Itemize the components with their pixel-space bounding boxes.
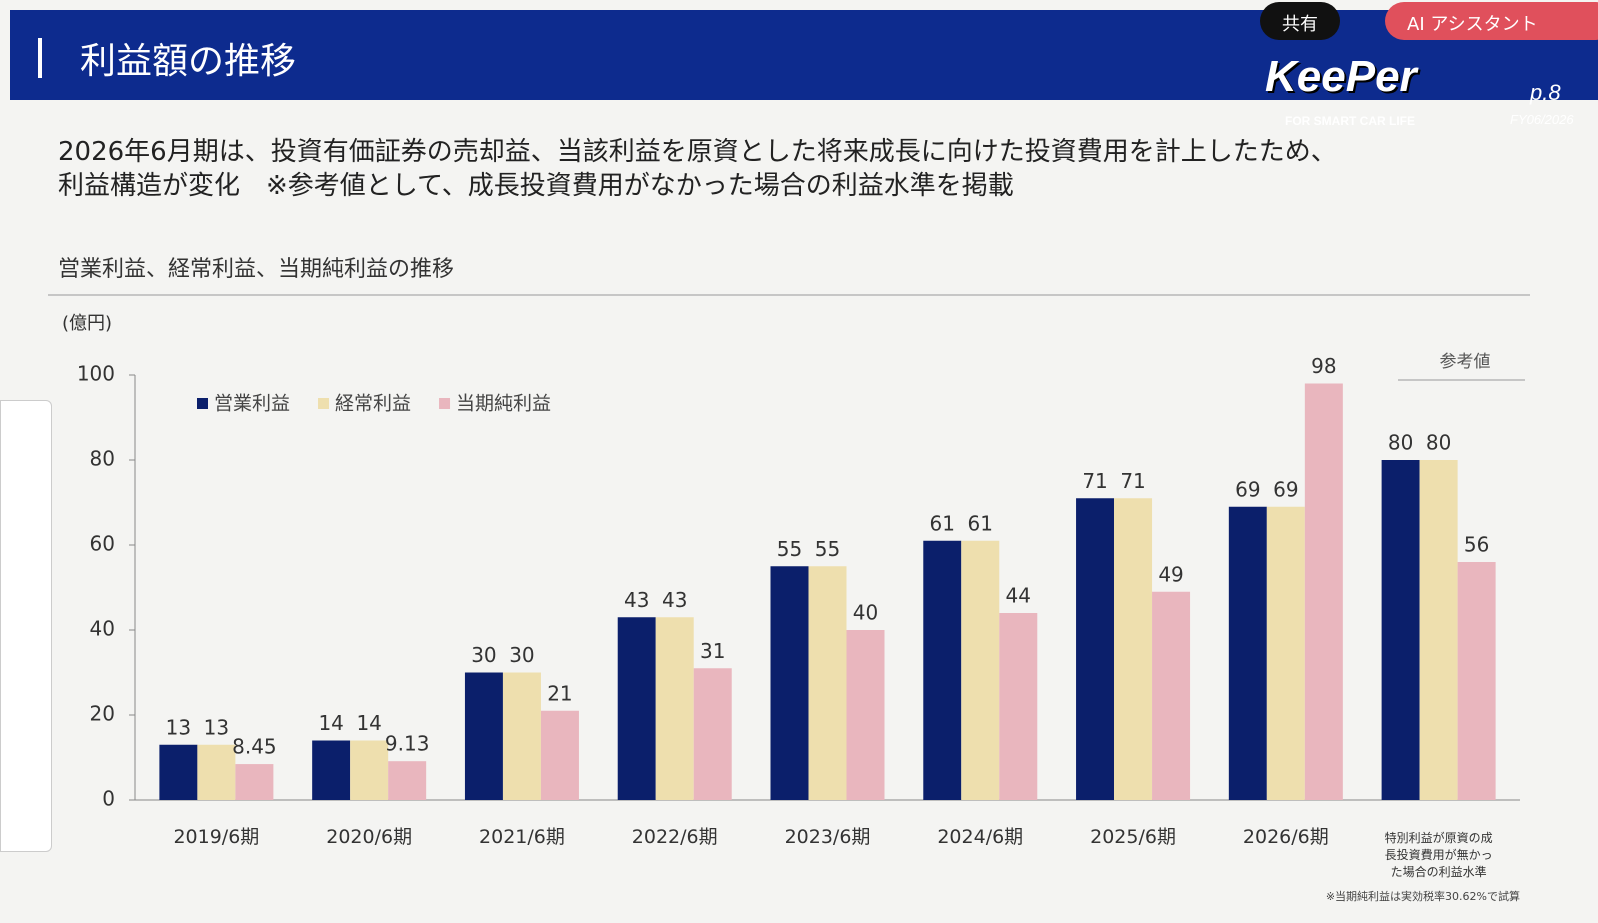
value-label: 13 bbox=[204, 715, 229, 739]
y-tick-label: 40 bbox=[90, 617, 115, 641]
value-label: 69 bbox=[1273, 477, 1298, 501]
x-tick-label: 2021/6期 bbox=[479, 826, 565, 848]
x-tick-label: 2022/6期 bbox=[631, 826, 718, 848]
value-label: 80 bbox=[1388, 431, 1413, 455]
y-tick-label: 20 bbox=[90, 702, 115, 726]
value-label: 43 bbox=[662, 588, 687, 612]
bar bbox=[388, 761, 427, 800]
value-label: 30 bbox=[471, 643, 496, 667]
header: 利益額の推移 共有 AI アシスタント bbox=[10, 2, 1598, 100]
legend-label: 経常利益 bbox=[335, 393, 411, 415]
share-button[interactable]: 共有 bbox=[1260, 2, 1340, 40]
x-tick-label: 2026/6期 bbox=[1242, 826, 1329, 848]
title-bar bbox=[38, 38, 42, 78]
bar bbox=[502, 672, 541, 800]
x-tick-label: 2020/6期 bbox=[326, 826, 413, 848]
bar bbox=[846, 630, 885, 800]
bar bbox=[159, 744, 198, 800]
bar bbox=[808, 566, 847, 800]
bar bbox=[464, 672, 503, 800]
annotation: 参考値 bbox=[1440, 352, 1491, 372]
value-label: 44 bbox=[1006, 584, 1031, 608]
x-tick-label: 特別利益が原資の成長投資費用が無かった場合の利益水準 bbox=[1384, 831, 1493, 879]
bar bbox=[1457, 562, 1496, 800]
y-axis-label: (億円) bbox=[62, 313, 112, 334]
description-line: 利益構造が変化 ※参考値として、成長投資費用がなかった場合の利益水準を掲載 bbox=[58, 171, 1014, 201]
ai-button[interactable]: AI アシスタント bbox=[1385, 2, 1598, 40]
toolbar bbox=[0, 400, 52, 852]
bar bbox=[1152, 591, 1191, 800]
value-label: 61 bbox=[968, 511, 993, 535]
value-label: 30 bbox=[509, 643, 534, 667]
bar bbox=[1419, 460, 1458, 800]
bar bbox=[655, 617, 694, 800]
legend-label: 営業利益 bbox=[214, 393, 290, 415]
bar bbox=[617, 617, 656, 800]
value-label: 69 bbox=[1235, 477, 1260, 501]
value-label: 55 bbox=[815, 537, 840, 561]
value-label: 49 bbox=[1158, 562, 1183, 586]
value-label: 98 bbox=[1311, 354, 1336, 378]
value-label: 61 bbox=[930, 511, 955, 535]
bar bbox=[1228, 506, 1267, 800]
value-label: 13 bbox=[166, 715, 191, 739]
value-label: 80 bbox=[1426, 431, 1451, 455]
value-label: 56 bbox=[1464, 533, 1489, 557]
value-label: 14 bbox=[356, 711, 381, 735]
bar bbox=[1381, 460, 1420, 800]
value-label: 40 bbox=[853, 601, 878, 625]
value-label: 71 bbox=[1120, 469, 1145, 493]
chart-title: 営業利益、経常利益、当期純利益の推移 bbox=[58, 257, 454, 282]
description-line: 2026年6月期は、投資有価証券の売却益、当該利益を原資とした将来成長に向けた投… bbox=[58, 137, 1337, 167]
legend-swatch bbox=[318, 398, 330, 409]
bar bbox=[1266, 506, 1305, 800]
x-tick-label: 2023/6期 bbox=[784, 826, 871, 848]
bar bbox=[350, 740, 389, 800]
x-tick-label: 2019/6期 bbox=[173, 826, 260, 848]
y-tick-label: 60 bbox=[90, 532, 115, 556]
note: ※当期純利益は実効税率30.62%で試算 bbox=[1326, 889, 1520, 903]
bar bbox=[770, 566, 809, 800]
logo: KeePer bbox=[1265, 52, 1417, 101]
value-label: 9.13 bbox=[385, 732, 430, 756]
bar bbox=[235, 764, 274, 800]
bar bbox=[197, 744, 236, 800]
legend-swatch bbox=[197, 398, 208, 409]
legend-swatch bbox=[439, 398, 451, 409]
value-label: 31 bbox=[700, 639, 725, 663]
value-label: 8.45 bbox=[232, 735, 277, 759]
value-label: 43 bbox=[624, 588, 649, 612]
page-number: p.8 bbox=[1530, 80, 1561, 105]
x-tick-label: 2025/6期 bbox=[1090, 826, 1176, 848]
fiscal-label: FY06/2026 bbox=[1510, 112, 1574, 127]
value-label: 21 bbox=[547, 681, 572, 705]
description: 2026年6月期は、投資有価証券の売却益、当該利益を原資とした将来成長に向けた投… bbox=[58, 135, 1337, 203]
value-label: 14 bbox=[318, 711, 343, 735]
bar bbox=[312, 740, 351, 800]
value-label: 71 bbox=[1082, 469, 1107, 493]
bar bbox=[999, 613, 1038, 800]
bar bbox=[923, 540, 962, 800]
bar bbox=[693, 668, 732, 800]
legend-label: 当期純利益 bbox=[456, 393, 551, 415]
value-label: 55 bbox=[777, 537, 802, 561]
y-tick-label: 0 bbox=[102, 787, 115, 811]
bar bbox=[1076, 498, 1115, 800]
tagline: FOR SMART CAR LIFE bbox=[1285, 114, 1415, 128]
bar bbox=[961, 540, 1000, 800]
slide-title: 利益額の推移 bbox=[80, 41, 297, 82]
bar bbox=[1114, 498, 1153, 800]
bar bbox=[540, 710, 579, 800]
bar bbox=[1304, 383, 1343, 800]
y-tick-label: 80 bbox=[90, 447, 115, 471]
y-tick-label: 100 bbox=[77, 362, 115, 386]
x-tick-label: 2024/6期 bbox=[937, 826, 1024, 848]
